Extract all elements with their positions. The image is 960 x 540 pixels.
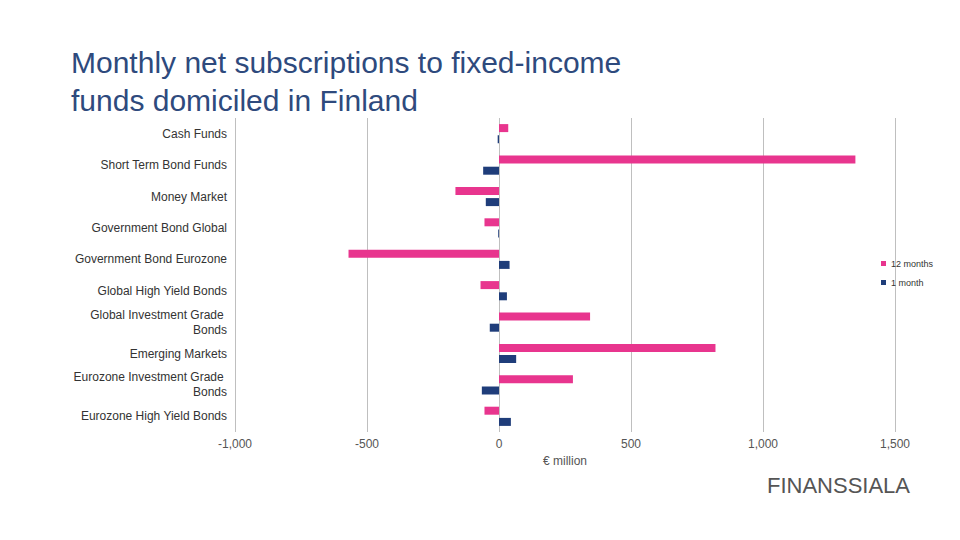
svg-text:500: 500	[621, 437, 641, 451]
svg-text:Global High Yield Bonds: Global High Yield Bonds	[98, 284, 227, 298]
svg-text:Government Bond Eurozone: Government Bond Eurozone	[75, 252, 227, 266]
svg-text:Bonds: Bonds	[193, 323, 227, 337]
svg-text:Money Market: Money Market	[151, 190, 228, 204]
svg-text:Eurozone Investment Grade: Eurozone Investment Grade	[74, 370, 227, 384]
svg-text:1 month: 1 month	[891, 278, 924, 288]
svg-text:1,000: 1,000	[748, 437, 778, 451]
svg-text:Monthly net subscriptions to f: Monthly net subscriptions to fixed-incom…	[71, 46, 630, 79]
svg-text:FINANSSIALA: FINANSSIALA	[767, 473, 910, 498]
svg-text:0: 0	[496, 437, 503, 451]
svg-text:-1,000: -1,000	[218, 437, 252, 451]
svg-text:Government Bond Global: Government Bond Global	[92, 221, 227, 235]
svg-text:Cash Funds: Cash Funds	[162, 127, 227, 141]
svg-text:-500: -500	[355, 437, 379, 451]
svg-text:12 months: 12 months	[891, 259, 934, 269]
svg-text:Short Term Bond Funds: Short Term Bond Funds	[100, 158, 227, 172]
svg-text:1,500: 1,500	[880, 437, 910, 451]
svg-text:funds domiciled in Finland: funds domiciled in Finland	[71, 84, 418, 117]
svg-text:Eurozone High Yield Bonds: Eurozone High Yield Bonds	[81, 409, 227, 423]
svg-text:Emerging Markets: Emerging Markets	[130, 347, 227, 361]
svg-text:€ million: € million	[543, 454, 587, 468]
svg-text:Global Investment Grade: Global Investment Grade	[90, 308, 227, 322]
svg-text:Bonds: Bonds	[193, 385, 227, 399]
